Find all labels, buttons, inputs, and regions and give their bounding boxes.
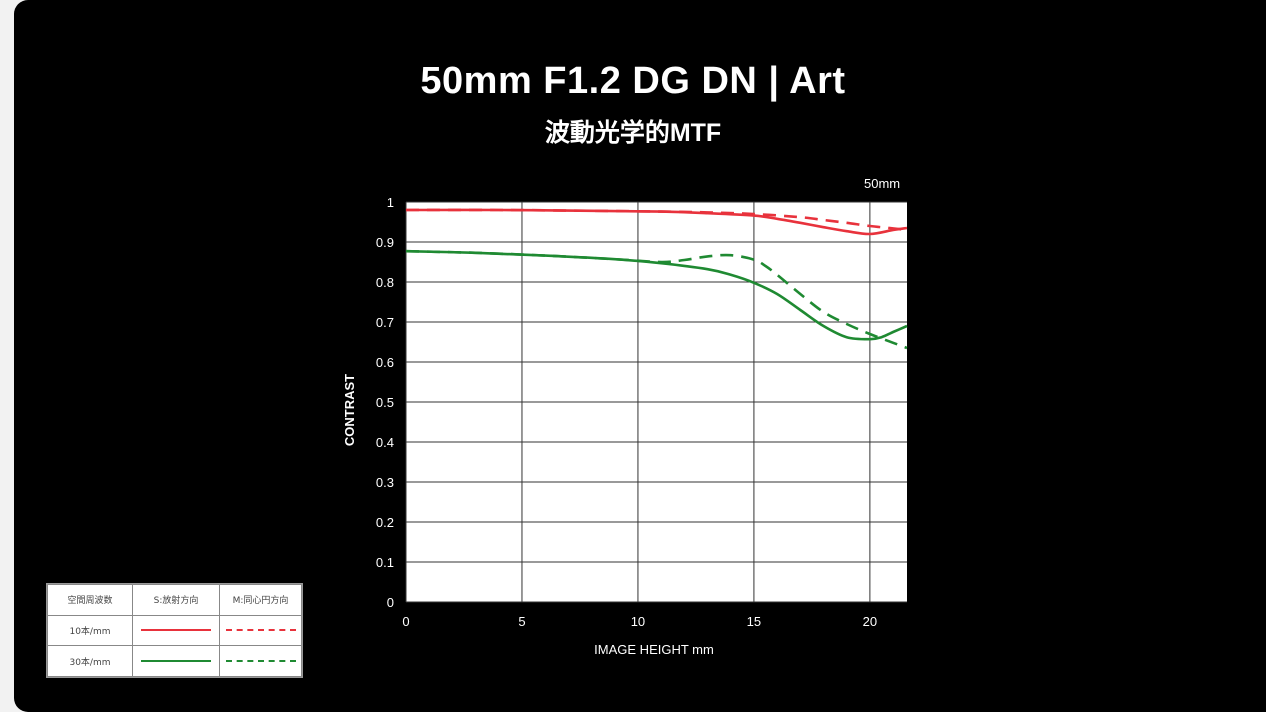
- x-tick-label: 20: [863, 614, 877, 629]
- x-tick-label: 10: [631, 614, 645, 629]
- legend-header-meridional: M:同心円方向: [219, 584, 302, 616]
- legend-swatch-30-dashed: [225, 660, 296, 663]
- y-tick-label: 0.3: [376, 475, 394, 490]
- y-tick-label: 0.5: [376, 395, 394, 410]
- y-tick-label: 0.8: [376, 275, 394, 290]
- legend-header-sagittal: S:放射方向: [132, 584, 220, 616]
- chart-title: 50mm F1.2 DG DN | Art: [420, 60, 846, 102]
- y-tick-label: 0.6: [376, 355, 394, 370]
- y-tick-label: 0.1: [376, 555, 394, 570]
- legend-swatch-10-dashed: [225, 629, 296, 632]
- x-tick-label: 5: [518, 614, 525, 629]
- y-axis-label: CONTRAST: [342, 374, 357, 446]
- y-tick-label: 1: [387, 195, 394, 210]
- legend-swatch-30-solid: [141, 660, 211, 663]
- legend-table: 空間周波数 S:放射方向 M:同心円方向 10本/mm 30本/mm: [46, 583, 303, 678]
- legend-row-label: 30本/mm: [47, 645, 133, 677]
- y-tick-label: 0.7: [376, 315, 394, 330]
- y-tick-label: 0: [387, 595, 394, 610]
- x-tick-label: 0: [402, 614, 409, 629]
- chart-subtitle: 波動光学的MTF: [544, 119, 722, 147]
- series-line-m-30: [405, 249, 908, 350]
- y-tick-label: 0.2: [376, 515, 394, 530]
- series-line-m-10: [405, 208, 908, 232]
- legend-row-label: 10本/mm: [47, 614, 133, 647]
- y-tick-label: 0.4: [376, 435, 394, 450]
- series-line-s-10: [405, 208, 908, 236]
- legend-swatch-10-solid: [141, 629, 211, 632]
- legend-header-frequency: 空間周波数: [47, 584, 133, 616]
- x-tick-label: 15: [747, 614, 761, 629]
- x-axis-label: IMAGE HEIGHT mm: [594, 642, 714, 657]
- y-tick-label: 0.9: [376, 235, 394, 250]
- focal-length-label: 50mm: [864, 176, 901, 191]
